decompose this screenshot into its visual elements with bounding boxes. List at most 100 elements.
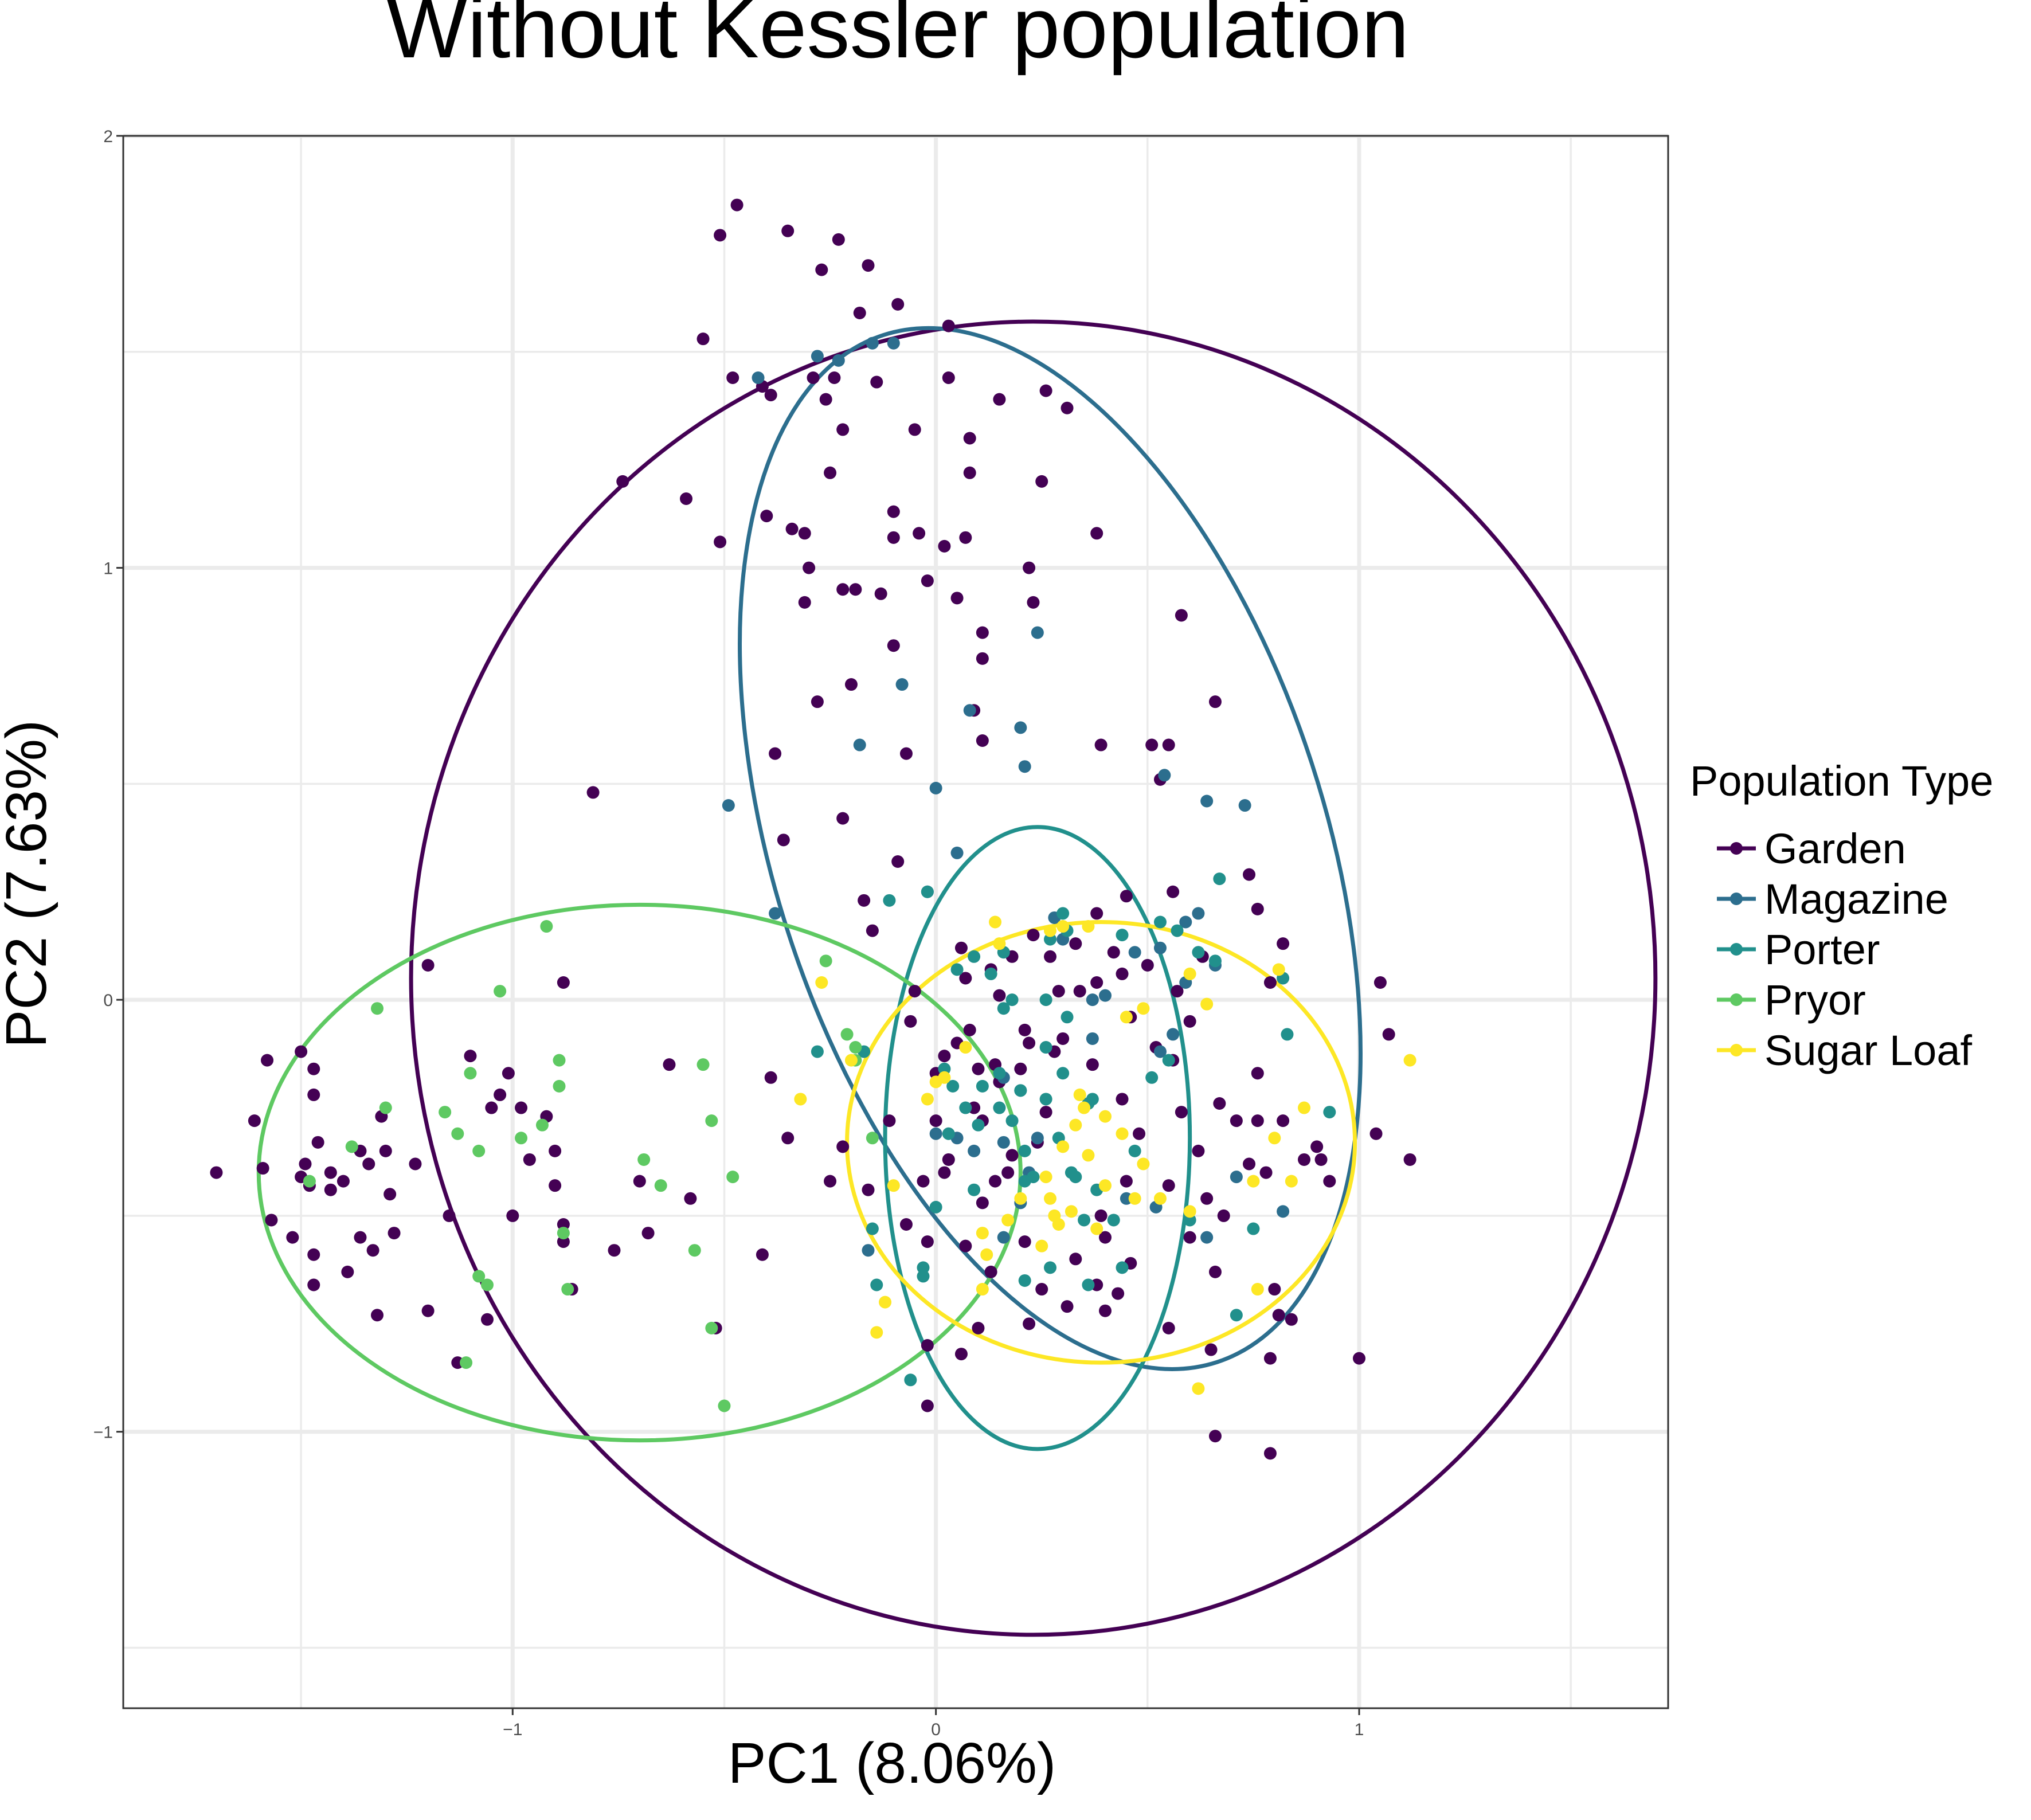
point-garden bbox=[1039, 384, 1052, 397]
point-sugar-loaf bbox=[976, 1283, 989, 1296]
point-garden bbox=[1133, 1127, 1146, 1140]
point-garden bbox=[1204, 1343, 1218, 1356]
point-garden bbox=[777, 833, 790, 847]
point-magazine bbox=[1167, 1028, 1180, 1041]
point-pryor bbox=[472, 1144, 486, 1157]
point-magazine bbox=[1153, 1045, 1167, 1058]
point-pryor bbox=[654, 1179, 667, 1192]
point-magazine bbox=[1158, 769, 1171, 782]
point-garden bbox=[963, 1023, 976, 1036]
point-sugar-loaf bbox=[1247, 1175, 1260, 1188]
series-sugar-loaf bbox=[794, 915, 1416, 1395]
point-porter bbox=[1183, 1214, 1196, 1227]
point-sugar-loaf bbox=[1001, 1214, 1015, 1227]
point-garden bbox=[299, 1157, 312, 1171]
point-garden bbox=[1027, 596, 1040, 609]
point-garden bbox=[641, 1227, 655, 1240]
point-garden bbox=[798, 527, 811, 540]
point-garden bbox=[950, 592, 964, 605]
data-points bbox=[210, 198, 1416, 1460]
point-porter bbox=[883, 894, 896, 907]
point-garden bbox=[824, 1175, 837, 1188]
point-garden bbox=[586, 786, 600, 799]
point-magazine bbox=[887, 336, 900, 350]
point-garden bbox=[989, 1175, 1002, 1188]
point-garden bbox=[891, 855, 905, 868]
point-porter bbox=[1208, 954, 1222, 968]
y-tick-label: −1 bbox=[93, 1423, 113, 1442]
y-axis-title: PC2 (7.63%) bbox=[0, 720, 58, 1048]
point-sugar-loaf bbox=[1069, 1118, 1082, 1132]
point-pryor bbox=[637, 1153, 651, 1166]
point-sugar-loaf bbox=[1272, 963, 1285, 976]
point-porter bbox=[1039, 1093, 1052, 1106]
legend-label: Pryor bbox=[1764, 976, 1866, 1024]
point-magazine bbox=[866, 336, 879, 350]
point-garden bbox=[523, 1153, 536, 1166]
point-garden bbox=[1171, 985, 1184, 998]
point-porter bbox=[1213, 872, 1226, 886]
point-porter bbox=[1018, 1274, 1031, 1287]
point-porter bbox=[1128, 1144, 1141, 1157]
point-porter bbox=[1044, 1261, 1056, 1274]
point-garden bbox=[388, 1227, 401, 1240]
point-garden bbox=[1044, 950, 1056, 963]
point-garden bbox=[549, 1179, 562, 1192]
point-garden bbox=[256, 1162, 269, 1175]
point-garden bbox=[1005, 1149, 1019, 1162]
point-magazine bbox=[1128, 946, 1141, 959]
point-porter bbox=[984, 967, 997, 980]
point-sugar-loaf bbox=[1200, 997, 1214, 1011]
point-magazine bbox=[950, 846, 964, 859]
point-magazine bbox=[929, 1127, 942, 1140]
legend-key-point bbox=[1730, 893, 1743, 905]
legend-item-pryor: Pryor bbox=[1717, 976, 1866, 1024]
point-garden bbox=[311, 1136, 324, 1149]
point-porter bbox=[1078, 1214, 1091, 1227]
point-sugar-loaf bbox=[1078, 1101, 1091, 1114]
point-sugar-loaf bbox=[794, 1093, 807, 1106]
point-sugar-loaf bbox=[1116, 1127, 1129, 1140]
point-sugar-loaf bbox=[1120, 1011, 1133, 1024]
point-garden bbox=[1023, 561, 1036, 574]
point-sugar-loaf bbox=[1098, 1179, 1112, 1192]
point-garden bbox=[959, 1239, 972, 1253]
point-porter bbox=[811, 1045, 824, 1058]
point-pryor bbox=[345, 1140, 358, 1153]
point-garden bbox=[549, 1144, 562, 1157]
point-garden bbox=[972, 1321, 985, 1334]
point-garden bbox=[1120, 890, 1133, 903]
point-garden bbox=[1052, 985, 1065, 998]
point-garden bbox=[862, 259, 875, 272]
point-garden bbox=[307, 1278, 320, 1291]
point-garden bbox=[870, 375, 883, 389]
point-garden bbox=[913, 527, 926, 540]
point-garden bbox=[908, 423, 921, 436]
point-garden bbox=[1035, 1283, 1048, 1296]
point-porter bbox=[993, 1101, 1006, 1114]
point-porter bbox=[1005, 993, 1019, 1007]
point-porter bbox=[997, 1002, 1010, 1015]
point-garden bbox=[815, 263, 828, 276]
point-garden bbox=[421, 958, 435, 972]
point-magazine bbox=[997, 1136, 1010, 1149]
x-axis: −1 0 1 bbox=[503, 1708, 1364, 1739]
point-porter bbox=[1069, 1171, 1082, 1184]
point-garden bbox=[1027, 929, 1040, 942]
point-garden bbox=[1323, 1175, 1336, 1188]
point-garden bbox=[1243, 868, 1256, 881]
point-garden bbox=[608, 1244, 621, 1257]
point-garden bbox=[921, 1235, 934, 1248]
point-garden bbox=[1314, 1153, 1328, 1166]
point-garden bbox=[480, 1313, 494, 1326]
point-sugar-loaf bbox=[879, 1295, 892, 1309]
point-sugar-loaf bbox=[1044, 1192, 1056, 1205]
point-garden bbox=[286, 1231, 299, 1244]
point-garden bbox=[1251, 1114, 1264, 1128]
legend-label: Sugar Loaf bbox=[1764, 1027, 1972, 1074]
point-sugar-loaf bbox=[870, 1326, 883, 1339]
point-garden bbox=[942, 319, 955, 332]
point-garden bbox=[1023, 1036, 1036, 1050]
